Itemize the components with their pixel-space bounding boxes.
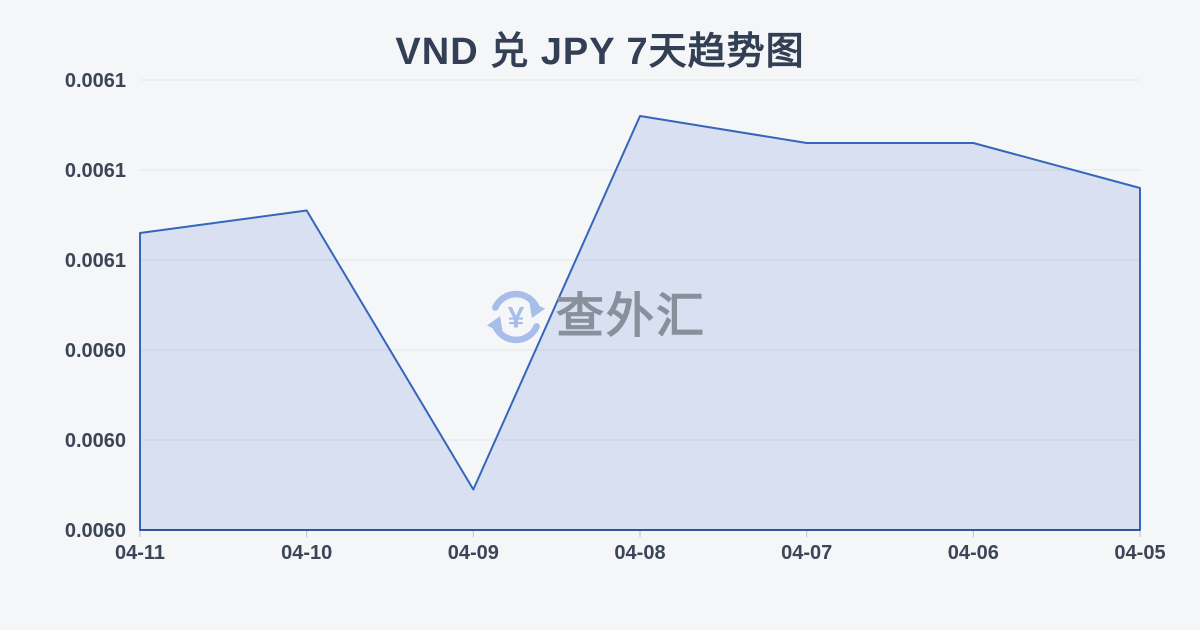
y-axis-label: 0.0061: [65, 250, 126, 272]
label-layer: 0.0060 0.0060 0.0060 0.0061 0.0061 0.0061 04-1…: [65, 70, 1166, 564]
y-axis-label: 0.0060: [65, 340, 126, 362]
x-axis-label: 04-09: [448, 542, 499, 564]
x-axis-label: 04-07: [781, 542, 832, 564]
x-axis-label: 04-10: [281, 542, 332, 564]
grid-layer: [140, 79, 1140, 441]
x-axis-label: 04-05: [1114, 542, 1165, 564]
y-axis-label: 0.0061: [65, 160, 126, 182]
y-axis-label: 0.0061: [65, 70, 126, 92]
area-series: [139, 115, 1141, 531]
axis-layer: [139, 529, 1141, 537]
x-axis-label: 04-11: [115, 542, 165, 564]
x-axis-label: 04-06: [948, 542, 999, 564]
y-axis-label: 0.0060: [65, 430, 126, 452]
series-layer: [139, 115, 1141, 531]
chart-title: VND 兑 JPY 7天趋势图: [395, 31, 805, 73]
y-axis-label: 0.0060: [65, 520, 126, 542]
x-axis-label: 04-08: [614, 542, 665, 564]
